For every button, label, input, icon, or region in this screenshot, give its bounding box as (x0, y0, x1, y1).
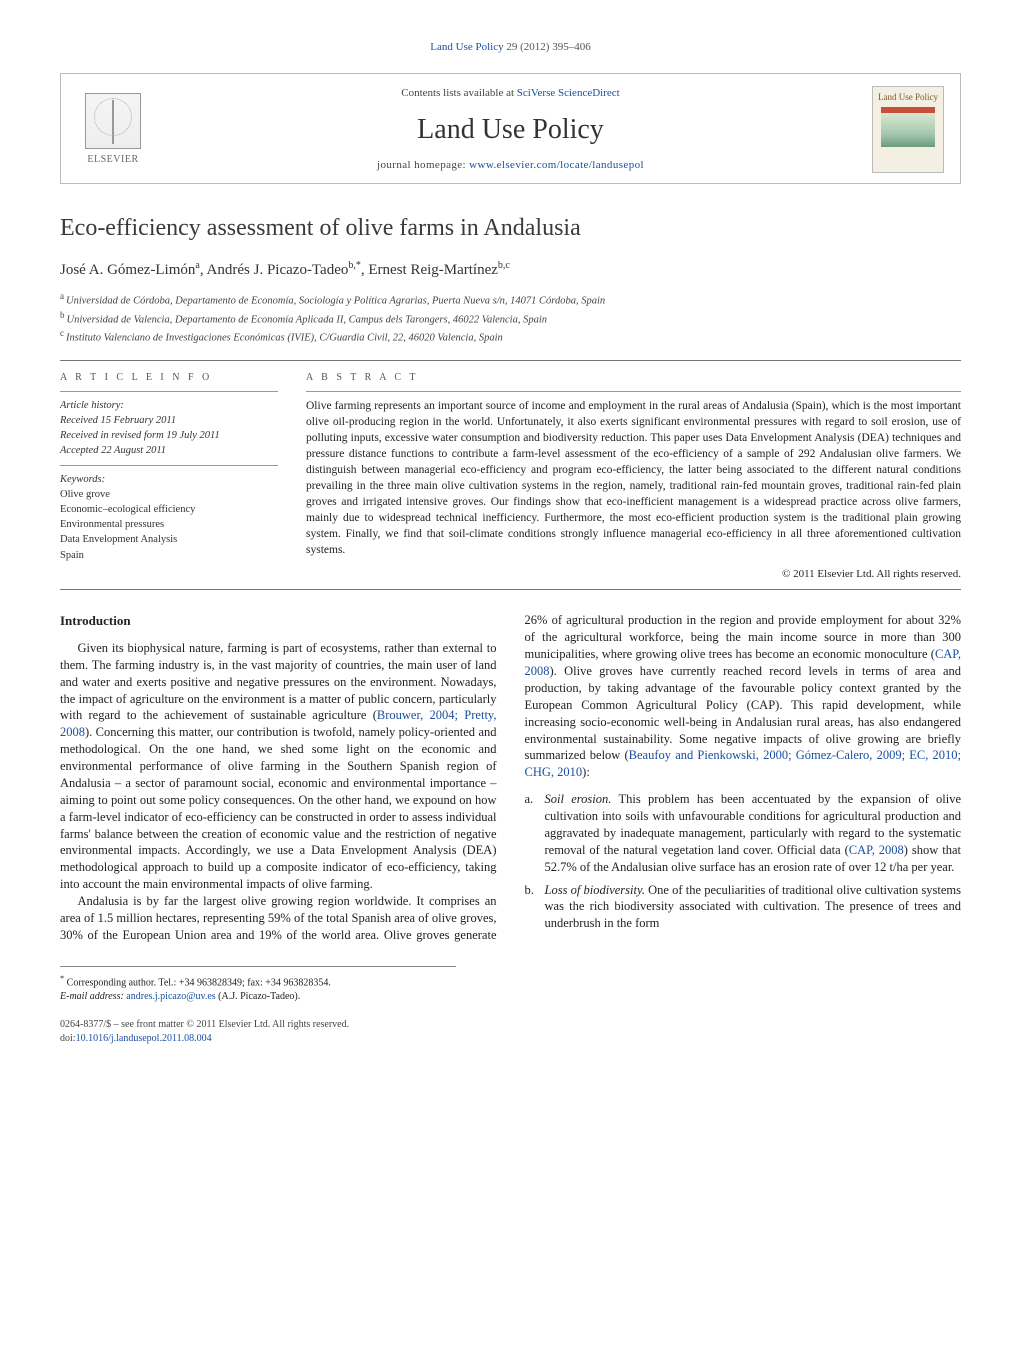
keywords-block: Keywords: Olive grove Economic–ecologica… (60, 472, 278, 563)
affil-text-c: Instituto Valenciano de Investigaciones … (66, 333, 503, 344)
footnote-email-suffix: (A.J. Picazo-Tadeo). (216, 991, 301, 1002)
footnote-line-1: * Corresponding author. Tel.: +34 963828… (60, 973, 456, 990)
author-2-affil: b, (348, 260, 356, 271)
article-title: Eco-efficiency assessment of olive farms… (60, 212, 961, 244)
body-text: Introduction Given its biophysical natur… (60, 612, 961, 943)
info-rule-2 (60, 465, 278, 466)
divider-rule-2 (60, 589, 961, 590)
introduction-heading: Introduction (60, 612, 497, 630)
authors-line: José A. Gómez-Limóna, Andrés J. Picazo-T… (60, 259, 961, 280)
cover-art-icon (881, 107, 935, 147)
abstract-copyright: © 2011 Elsevier Ltd. All rights reserved… (306, 567, 961, 582)
author-3: Ernest Reig-Martínez (368, 262, 498, 278)
abstract-rule (306, 391, 961, 392)
affil-sup-a: a (60, 291, 64, 301)
publisher-name: ELSEVIER (87, 153, 138, 167)
citation-line: Land Use Policy 29 (2012) 395–406 (60, 40, 961, 55)
homepage-prefix: journal homepage: (377, 159, 469, 171)
doi-link[interactable]: 10.1016/j.landusepol.2011.08.004 (76, 1033, 212, 1044)
keywords-label: Keywords: (60, 472, 278, 487)
affil-sup-b: b (60, 310, 65, 320)
list-body-b: Loss of biodiversity. One of the peculia… (545, 882, 962, 933)
cover-title: Land Use Policy (878, 91, 938, 103)
list-title-b: Loss of biodiversity. (545, 883, 645, 897)
info-abstract-row: a r t i c l e i n f o Article history: R… (60, 371, 961, 581)
contents-prefix: Contents lists available at (401, 87, 516, 99)
affiliation-c: cInstituto Valenciano de Investigaciones… (60, 327, 961, 346)
history-revised: Received in revised form 19 July 2011 (60, 428, 278, 443)
ref-cap-2008-b[interactable]: CAP, 2008 (849, 843, 904, 857)
article-info-column: a r t i c l e i n f o Article history: R… (60, 371, 278, 581)
divider-rule (60, 360, 961, 361)
author-2: Andrés J. Picazo-Tadeo (207, 262, 349, 278)
abstract-column: a b s t r a c t Olive farming represents… (306, 371, 961, 581)
affil-text-b: Universidad de Valencia, Departamento de… (67, 314, 548, 325)
affiliation-b: bUniversidad de Valencia, Departamento d… (60, 309, 961, 328)
list-title-a: Soil erosion. (545, 792, 612, 806)
publisher-logo: ELSEVIER (77, 86, 149, 173)
history-accepted: Accepted 22 August 2011 (60, 443, 278, 458)
intro-paragraph-1: Given its biophysical nature, farming is… (60, 640, 497, 893)
keyword-1: Olive grove (60, 487, 278, 502)
history-received: Received 15 February 2011 (60, 413, 278, 428)
article-history: Article history: Received 15 February 20… (60, 398, 278, 459)
footnote-email-label: E-mail address: (60, 991, 126, 1002)
homepage-line: journal homepage: www.elsevier.com/locat… (163, 158, 858, 173)
info-rule-1 (60, 391, 278, 392)
contents-available-line: Contents lists available at SciVerse Sci… (163, 86, 858, 101)
p2-text-c: ): (582, 765, 590, 779)
list-marker-a: a. (525, 791, 539, 875)
author-3-affil: b,c (498, 260, 510, 271)
abstract-label: a b s t r a c t (306, 371, 961, 385)
elsevier-tree-icon (85, 93, 141, 149)
keyword-5: Spain (60, 548, 278, 563)
impacts-list: a. Soil erosion. This problem has been a… (525, 791, 962, 932)
corresponding-email-link[interactable]: andres.j.picazo@uv.es (126, 991, 215, 1002)
history-label: Article history: (60, 398, 278, 413)
journal-homepage-link[interactable]: www.elsevier.com/locate/landusepol (469, 159, 644, 171)
journal-name: Land Use Policy (163, 111, 858, 149)
citation-journal-link[interactable]: Land Use Policy (430, 41, 503, 53)
keyword-2: Economic–ecological efficiency (60, 502, 278, 517)
list-marker-b: b. (525, 882, 539, 933)
affil-text-a: Universidad de Córdoba, Departamento de … (66, 295, 605, 306)
corresponding-footnote: * Corresponding author. Tel.: +34 963828… (60, 966, 456, 1004)
doi-prefix: doi: (60, 1033, 76, 1044)
corresponding-star: * (356, 260, 361, 271)
list-item-a: a. Soil erosion. This problem has been a… (525, 791, 962, 875)
author-1-affil: a (195, 260, 199, 271)
list-body-a: Soil erosion. This problem has been acce… (545, 791, 962, 875)
journal-header: ELSEVIER Contents lists available at Sci… (60, 73, 961, 184)
footnote-line-2: E-mail address: andres.j.picazo@uv.es (A… (60, 990, 456, 1004)
issn-copyright: 0264-8377/$ – see front matter © 2011 El… (60, 1018, 961, 1032)
affiliation-a: aUniversidad de Córdoba, Departamento de… (60, 290, 961, 309)
affil-sup-c: c (60, 328, 64, 338)
keyword-4: Data Envelopment Analysis (60, 532, 278, 547)
sciencedirect-link[interactable]: SciVerse ScienceDirect (517, 87, 620, 99)
citation-volume: 29 (2012) 395–406 (504, 41, 591, 53)
author-1: José A. Gómez-Limón (60, 262, 195, 278)
footnote-label: Corresponding author. Tel.: +34 96382834… (64, 977, 331, 988)
article-info-label: a r t i c l e i n f o (60, 371, 278, 385)
doi-line: doi:10.1016/j.landusepol.2011.08.004 (60, 1032, 961, 1046)
keyword-3: Environmental pressures (60, 517, 278, 532)
abstract-text: Olive farming represents an important so… (306, 398, 961, 559)
front-matter-line: 0264-8377/$ – see front matter © 2011 El… (60, 1018, 961, 1045)
p1-text-b: ). Concerning this matter, our contribut… (60, 725, 497, 891)
journal-cover-thumbnail: Land Use Policy (872, 86, 944, 173)
list-item-b: b. Loss of biodiversity. One of the pecu… (525, 882, 962, 933)
affiliations: aUniversidad de Córdoba, Departamento de… (60, 290, 961, 346)
header-center: Contents lists available at SciVerse Sci… (163, 86, 858, 173)
